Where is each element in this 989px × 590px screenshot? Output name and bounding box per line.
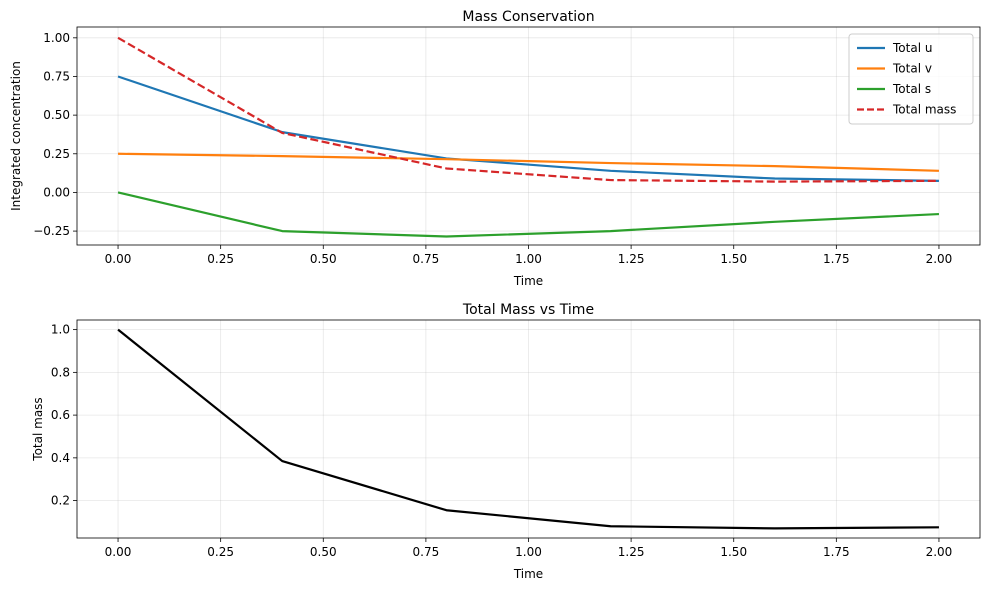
x-tick-label: 1.25 (618, 545, 645, 559)
x-tick-label: 0.25 (207, 545, 234, 559)
y-axis-label: Total mass (31, 397, 45, 461)
y-tick-label: 0.2 (51, 494, 70, 508)
legend-label: Total mass (892, 103, 956, 117)
x-tick-label: 0.00 (105, 252, 132, 266)
series-line-total-s (117, 191, 940, 238)
x-tick-label: 1.75 (823, 545, 850, 559)
chart-title: Mass Conservation (462, 9, 594, 25)
y-tick-label: 0.25 (43, 147, 70, 161)
x-tick-label: 0.75 (413, 252, 440, 266)
x-tick-label: 1.50 (720, 252, 747, 266)
series-line-total-v (118, 152, 939, 172)
x-tick-label: 2.00 (926, 252, 953, 266)
x-tick-label: 0.00 (105, 545, 132, 559)
series-line-total-mass (117, 328, 939, 530)
legend-label: Total v (892, 62, 932, 76)
x-tick-label: 0.25 (207, 252, 234, 266)
y-tick-label: 0.50 (43, 108, 70, 122)
y-tick-label: −0.25 (33, 224, 70, 238)
x-axis-label: Time (513, 274, 543, 288)
y-tick-label: 0.4 (51, 451, 70, 465)
series-line-total-u (117, 75, 939, 182)
y-tick-label: 1.0 (51, 323, 70, 337)
x-tick-label: 1.25 (618, 252, 645, 266)
total-mass-panel: 0.00 0.25 0.50 0.75 1.00 1.25 1.50 1.75 2.00 0.2 0… (31, 302, 981, 581)
x-tick-label: 1.75 (823, 252, 850, 266)
legend-box (848, 33, 974, 125)
legend-label: Total s (892, 82, 931, 96)
y-tick-label: 0.8 (51, 365, 70, 379)
legend-label: Total u (892, 41, 932, 55)
y-tick-label: 0.6 (51, 408, 70, 422)
y-tick-label: 1.00 (43, 31, 70, 45)
y-tick-label: 0.75 (43, 69, 70, 83)
x-tick-label: 2.00 (926, 545, 953, 559)
x-tick-label: 0.75 (413, 545, 440, 559)
x-tick-label: 1.00 (515, 545, 542, 559)
x-tick-label: 0.50 (310, 545, 337, 559)
y-axis-label: Integrated concentration (9, 61, 23, 211)
plot-frame (76, 319, 981, 539)
x-tick-label: 0.50 (310, 252, 337, 266)
mass-conservation-panel: 0.00 0.25 0.50 0.75 1.00 1.25 1.50 1.75 2.00 −0.2… (9, 9, 981, 288)
plot-frame (76, 26, 981, 246)
x-axis-label: Time (513, 567, 543, 581)
x-tick-label: 1.50 (720, 545, 747, 559)
series-line-total-mass (117, 36, 939, 183)
legend: Total u Total v Total s Total mass (848, 33, 974, 125)
chart-title: Total Mass vs Time (462, 302, 594, 318)
y-tick-label: 0.00 (43, 185, 70, 199)
x-tick-label: 1.00 (515, 252, 542, 266)
